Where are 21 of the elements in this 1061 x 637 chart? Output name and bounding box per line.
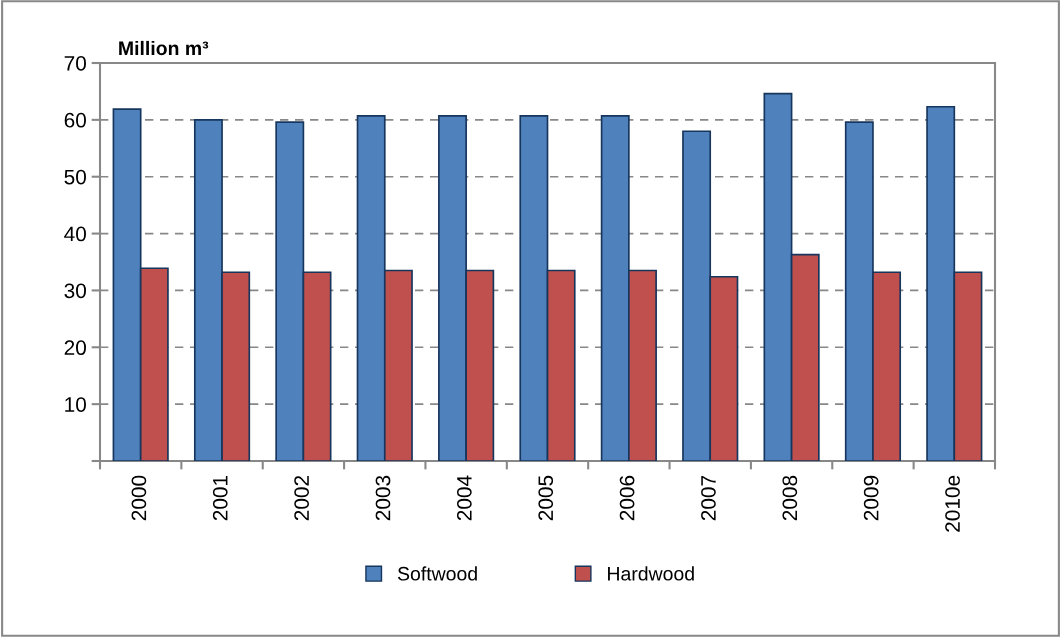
x-tick-label: 2006 [619,475,635,521]
x-tick-label: 2002 [294,475,309,521]
legend-label: Hardwood [608,566,694,581]
x-tick-label: 2008 [782,475,798,521]
y-tick-label: 10 [65,397,86,412]
x-tick-label: 2001 [212,475,228,521]
x-tick-label: 2005 [538,475,554,521]
y-tick-label: 70 [64,56,86,71]
y-tick-label: 30 [64,283,86,299]
x-tick-label: 2009 [863,475,879,521]
x-tick-label: 2004 [456,475,472,521]
legend-label: Softwood [397,566,477,581]
y-tick-label: 20 [64,340,86,356]
x-tick-label: 2007 [701,475,716,521]
x-tick-label: 2003 [375,475,391,521]
x-tick-label: 2010e [945,475,960,532]
x-tick-label: 2000 [131,475,147,521]
y-tick-label: 60 [64,112,86,128]
y-tick-label: 50 [64,169,86,185]
y-tick-label: 40 [64,226,86,242]
y-axis-title: Million m³ [119,40,209,56]
